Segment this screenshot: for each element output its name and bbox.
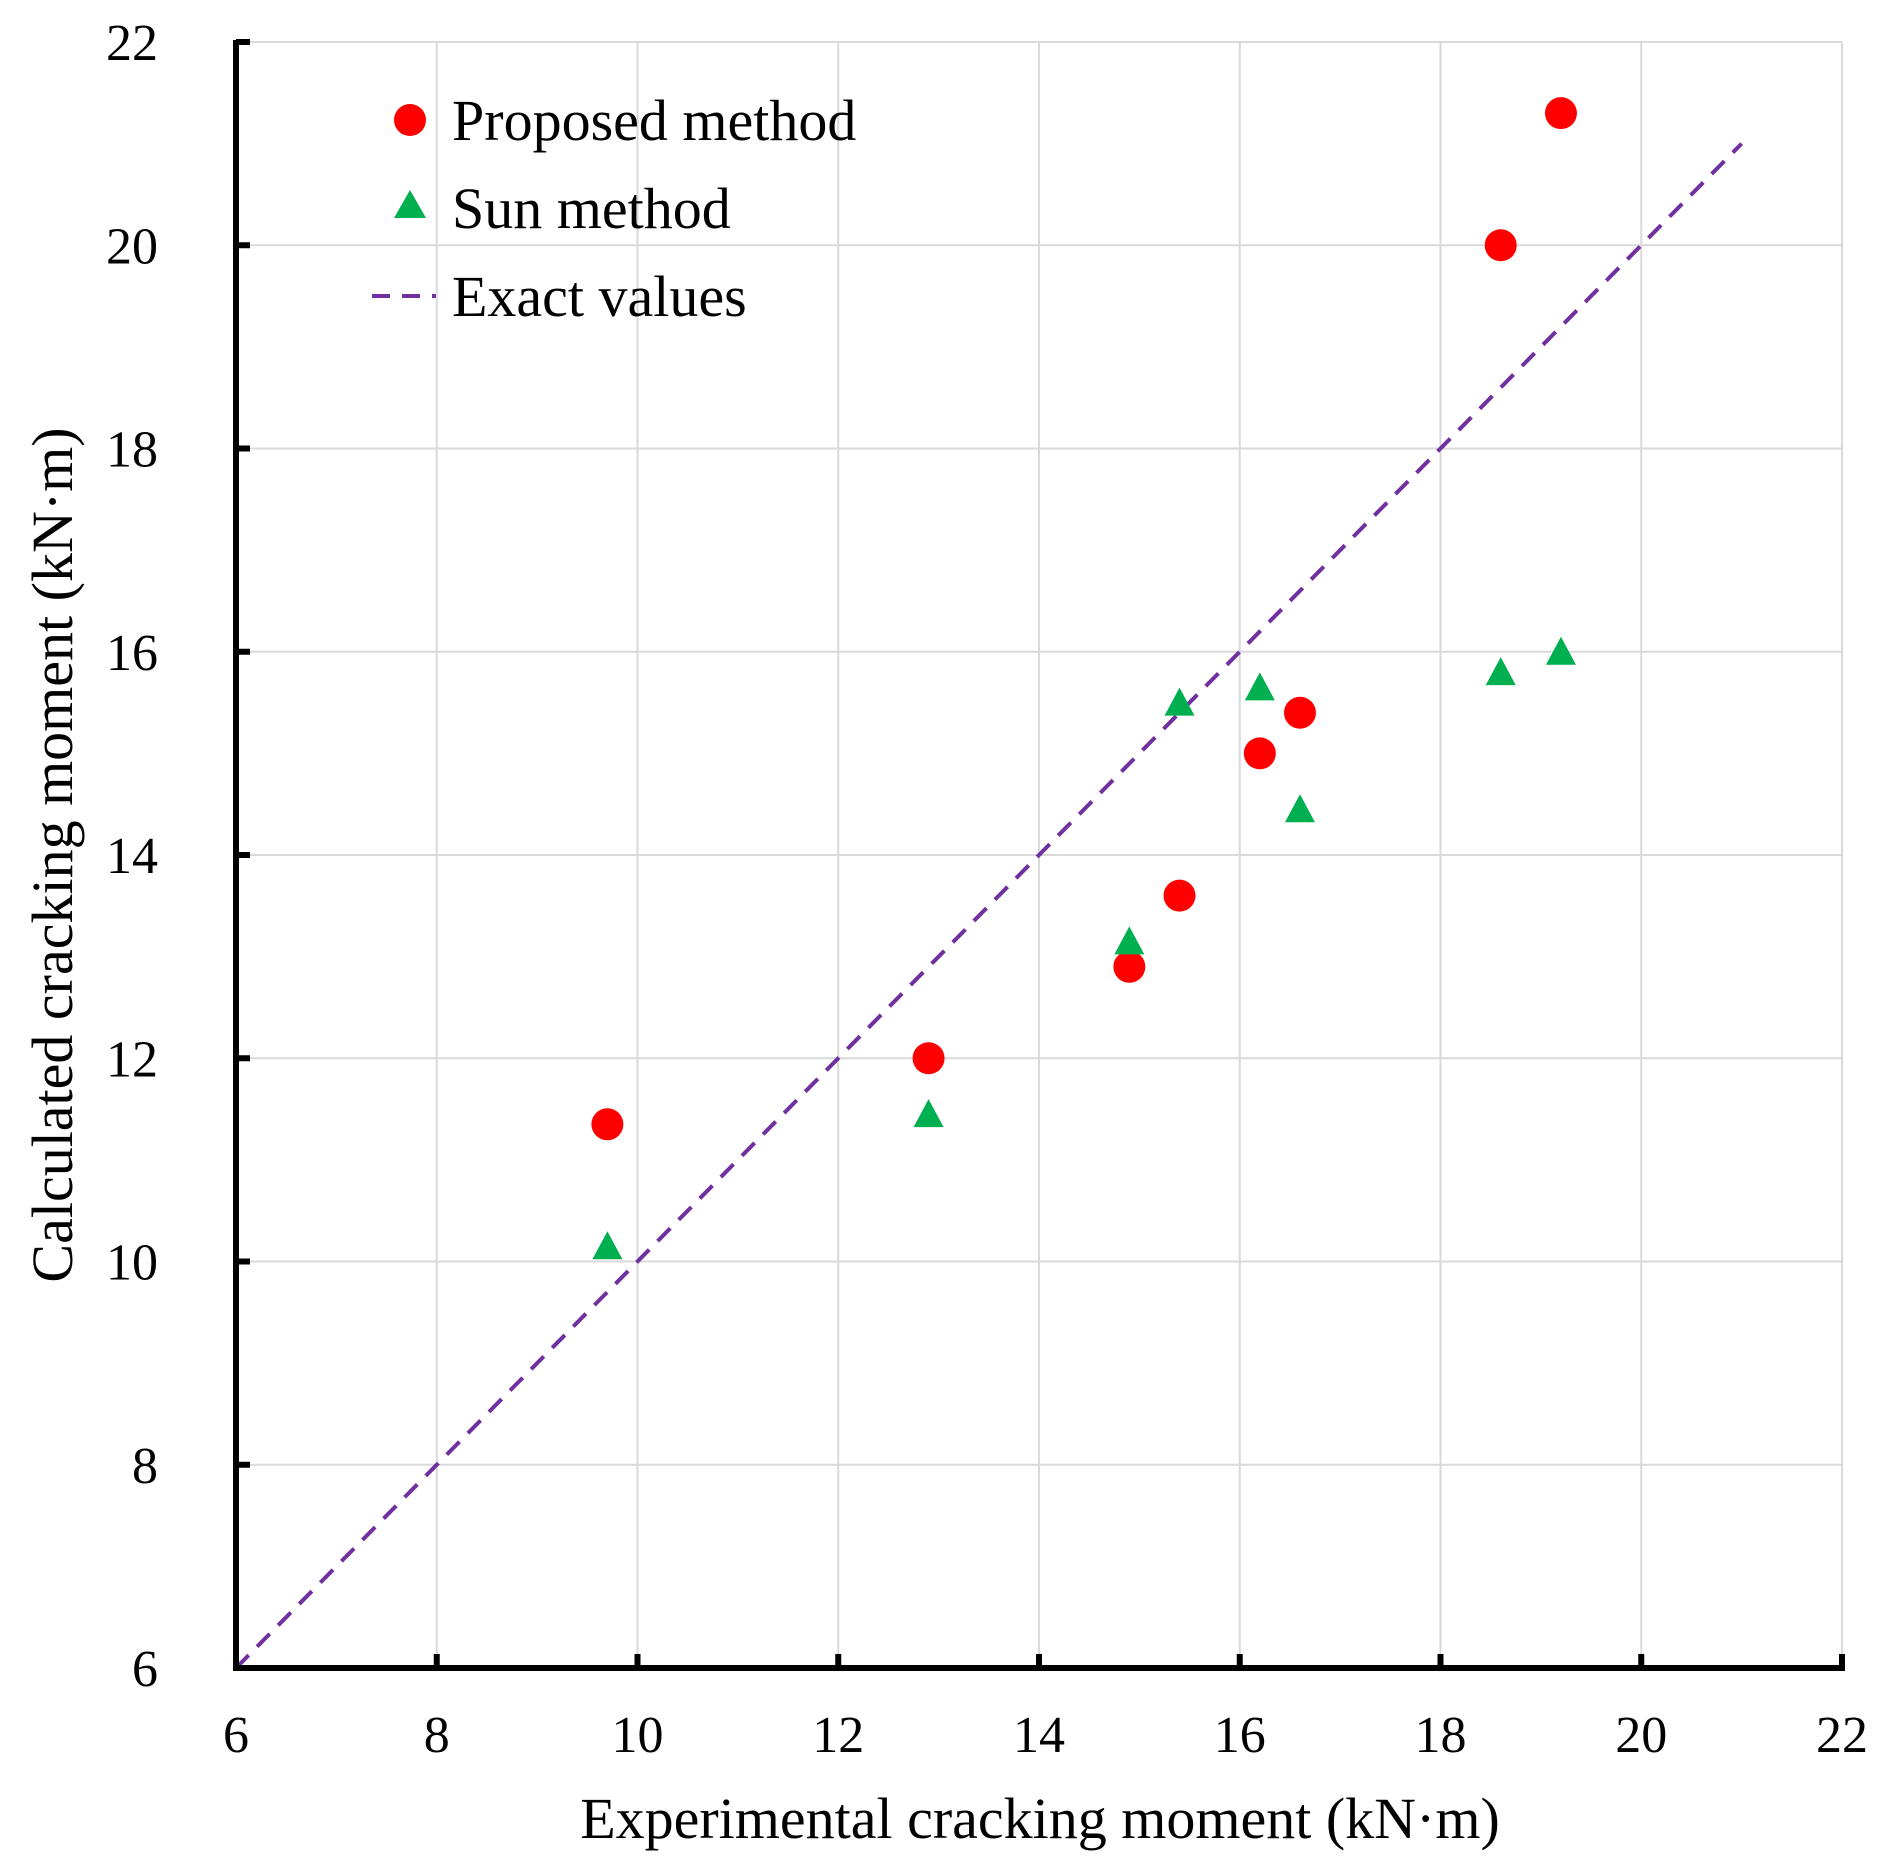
- sun-method-point-6: [1485, 657, 1516, 686]
- sun-method-point-2: [1114, 926, 1145, 955]
- x-tick-label-4: 14: [1013, 1707, 1065, 1764]
- legend-label-sun-method: Sun method: [452, 176, 731, 241]
- legend: Proposed method Sun method Exact values: [372, 88, 856, 329]
- x-tick-label-8: 22: [1816, 1707, 1868, 1764]
- proposed-method-point-6: [1484, 229, 1517, 262]
- proposed-method-point-1: [912, 1042, 945, 1075]
- x-tick-label-7: 20: [1615, 1707, 1667, 1764]
- sun-method-point-0: [592, 1231, 623, 1260]
- y-tick-label-0: 6: [132, 1641, 158, 1698]
- proposed-method-point-4: [1243, 737, 1276, 770]
- data-points: [591, 97, 1577, 1260]
- x-tick-label-6: 18: [1415, 1707, 1467, 1764]
- sun-method-point-7: [1545, 636, 1576, 665]
- y-tick-label-8: 22: [106, 15, 158, 72]
- sun-method-point-4: [1244, 672, 1275, 701]
- y-tick-label-2: 10: [106, 1235, 158, 1292]
- proposed-method-point-7: [1544, 97, 1577, 130]
- proposed-method-point-3: [1163, 879, 1196, 912]
- x-tick-label-0: 6: [223, 1707, 249, 1764]
- proposed-method-point-2: [1113, 950, 1146, 983]
- legend-marker-proposed-method: [394, 104, 426, 136]
- y-tick-label-6: 18: [106, 422, 158, 479]
- y-tick-label-5: 16: [106, 625, 158, 682]
- sun-method-point-5: [1284, 794, 1315, 823]
- axes: [233, 39, 1845, 1671]
- proposed-method-point-0: [591, 1108, 624, 1141]
- proposed-method-point-5: [1283, 696, 1316, 729]
- x-tick-label-3: 12: [812, 1707, 864, 1764]
- legend-marker-sun-method: [394, 190, 426, 218]
- y-tick-label-7: 20: [106, 218, 158, 275]
- legend-label-proposed-method: Proposed method: [452, 88, 856, 153]
- sun-method-point-1: [913, 1099, 944, 1128]
- x-axis-title: Experimental cracking moment (kN·m): [580, 1786, 1500, 1851]
- grid-lines: [236, 41, 1843, 1668]
- y-tick-label-1: 8: [132, 1438, 158, 1495]
- y-axis-title: Calculated cracking moment (kN·m): [20, 427, 85, 1282]
- x-tick-label-1: 8: [424, 1707, 450, 1764]
- legend-label-exact-values: Exact values: [452, 264, 747, 329]
- exact-values-layer: [234, 142, 1744, 1670]
- sun-method-point-3: [1164, 687, 1195, 716]
- x-tick-label-2: 10: [612, 1707, 664, 1764]
- x-tick-label-5: 16: [1214, 1707, 1266, 1764]
- y-tick-label-4: 14: [106, 828, 158, 885]
- exact-values-line: [234, 142, 1744, 1670]
- tick-labels: 6 8 10 12 14 16 18 20 22 6 8 10 12 14 16 18 20 22: [106, 15, 1868, 1764]
- y-tick-label-3: 12: [106, 1031, 158, 1088]
